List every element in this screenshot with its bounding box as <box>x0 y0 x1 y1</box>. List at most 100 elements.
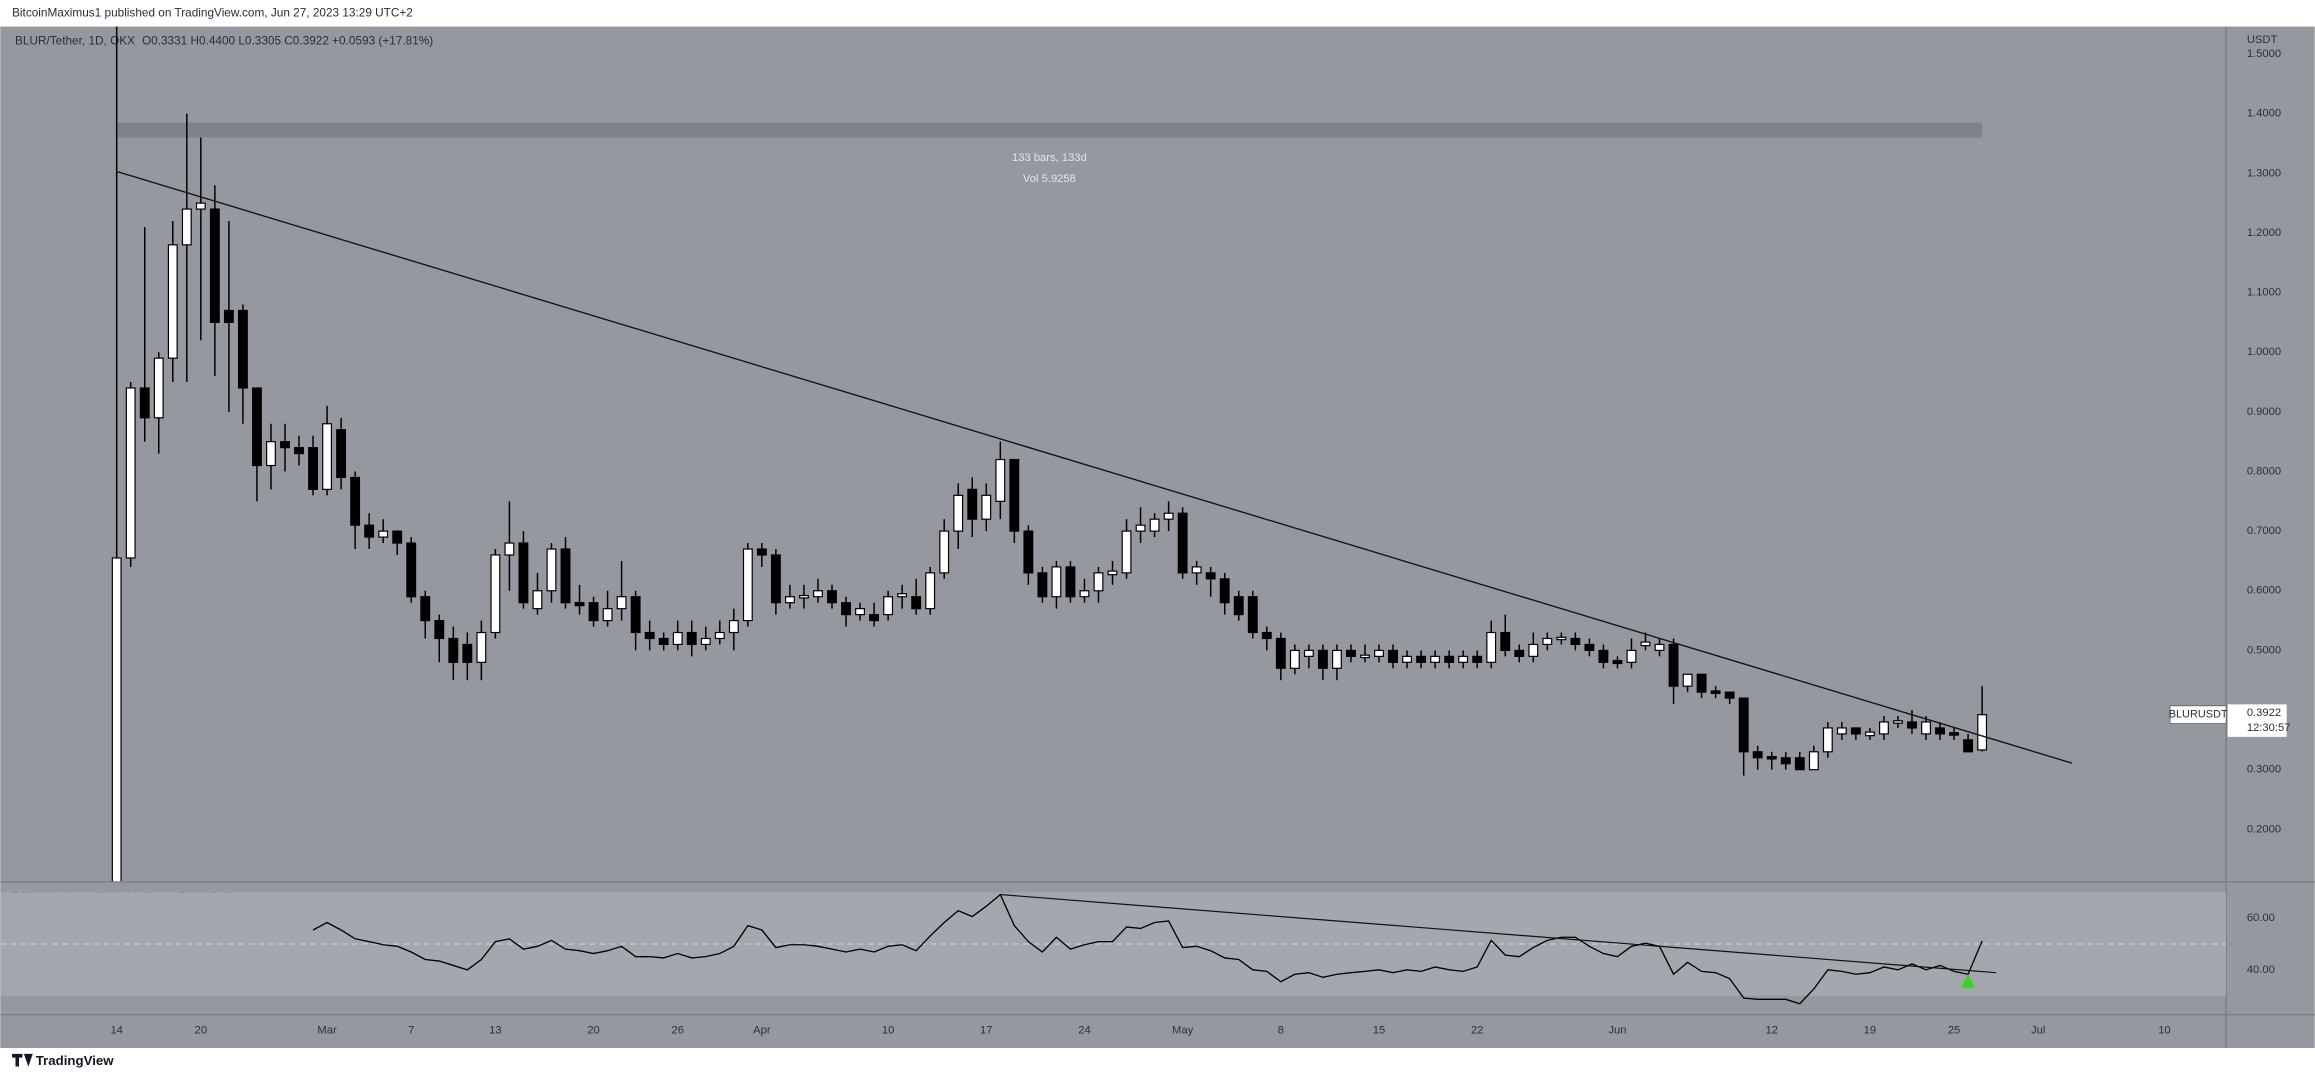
candle-body <box>1346 649 1356 657</box>
candle-body <box>602 608 613 622</box>
candle-body <box>308 447 318 490</box>
candle-body <box>1247 596 1258 634</box>
x-tick-label: Jul <box>2031 1024 2045 1036</box>
candle-body <box>1360 654 1370 659</box>
symbol-label: BLURUSDT <box>2169 709 2228 721</box>
candle-body <box>1556 636 1567 641</box>
candle-body <box>1149 518 1160 532</box>
candle-body <box>420 596 431 622</box>
measure-label: Vol 5.9258 <box>1023 173 1076 185</box>
candle-body <box>252 387 262 467</box>
y-tick-label: 0.3000 <box>2247 764 2281 776</box>
rsi-trendline <box>1000 893 1997 974</box>
x-tick-label: 24 <box>1078 1024 1090 1036</box>
candle-body <box>630 596 641 634</box>
candle-body <box>1878 721 1889 735</box>
candle-body <box>1444 655 1455 663</box>
candle-body <box>223 309 234 323</box>
candle-body <box>939 530 950 574</box>
candle-body <box>1430 655 1441 663</box>
candle-body <box>1977 714 1988 751</box>
candle-body <box>518 542 529 604</box>
x-tick-label: Mar <box>317 1024 337 1036</box>
candle-body <box>560 548 571 604</box>
y-tick-label: 40.00 <box>2247 964 2275 976</box>
candle-body <box>925 572 936 610</box>
candle-body <box>1472 655 1483 663</box>
candle-body <box>1275 637 1286 669</box>
candle-body <box>476 631 487 663</box>
y-tick-label: 1.0000 <box>2247 346 2281 358</box>
candle-body <box>897 593 908 598</box>
price-unit: USDT <box>2247 34 2278 46</box>
candle-body <box>1374 649 1384 657</box>
candle-body <box>294 447 304 455</box>
candle-body <box>658 637 669 646</box>
candle-body <box>195 202 206 210</box>
candle-body <box>1486 631 1497 663</box>
y-tick-label: 0.9000 <box>2247 406 2281 418</box>
candle-body <box>378 530 389 538</box>
publisher-line: BitcoinMaximus1 published on TradingView… <box>12 5 413 19</box>
candle-body <box>742 548 753 622</box>
candle-body <box>1402 655 1412 663</box>
candle-body <box>1949 732 1960 736</box>
candle-body <box>350 476 361 526</box>
candle-body <box>841 602 851 616</box>
candle-body <box>1864 731 1875 737</box>
candle-body <box>1836 727 1847 735</box>
symbol-title: BLUR/Tether, 1D, OKX <box>15 33 135 47</box>
y-tick-label: 0.6000 <box>2247 585 2281 597</box>
candle-body <box>1458 655 1469 663</box>
candle-body <box>1219 578 1230 604</box>
candle-body <box>953 494 964 532</box>
x-tick-label: 20 <box>195 1024 207 1036</box>
candle-body <box>714 631 725 640</box>
candle-body <box>392 530 403 544</box>
y-tick-label: 1.2000 <box>2247 227 2281 239</box>
candle-body <box>995 458 1006 502</box>
candle-body <box>1907 721 1917 729</box>
candle-body <box>1752 751 1763 759</box>
candle-body <box>1710 690 1721 694</box>
candle-body <box>1640 641 1651 647</box>
candle-body <box>1009 458 1020 532</box>
trendline <box>116 170 2073 764</box>
candle-body <box>1093 572 1104 592</box>
candle-body <box>1626 649 1637 663</box>
candle-body <box>546 548 557 592</box>
candle-body <box>125 387 136 559</box>
candle-body <box>827 590 837 604</box>
candle-body <box>336 429 347 479</box>
x-tick-label: Apr <box>753 1024 771 1036</box>
last-price: 0.3922 <box>2247 707 2281 719</box>
candle-body <box>1893 720 1903 724</box>
candle-body <box>911 596 922 610</box>
candle-body <box>139 387 150 419</box>
candle-body <box>1598 649 1609 663</box>
x-tick-label: 10 <box>2158 1024 2170 1036</box>
x-tick-label: 13 <box>489 1024 501 1036</box>
x-tick-label: Jun <box>1608 1024 1626 1036</box>
x-tick-label: May <box>1172 1024 1194 1036</box>
measure-label: 133 bars, 133d <box>1012 152 1087 164</box>
candle-body <box>981 494 992 520</box>
candle-body <box>770 554 781 604</box>
x-tick-label: 25 <box>1948 1024 1960 1036</box>
candle-body <box>616 596 627 610</box>
candle-body <box>1963 739 1974 753</box>
x-tick-label: 22 <box>1471 1024 1483 1036</box>
candle-body <box>784 596 795 604</box>
x-tick-label: 17 <box>980 1024 992 1036</box>
candle-body <box>406 542 417 598</box>
candle-body <box>756 548 767 556</box>
candle-body <box>1528 643 1539 657</box>
brand-logo <box>12 1053 33 1067</box>
candle-body <box>1023 530 1034 574</box>
candle-body <box>1514 649 1525 657</box>
candle-body <box>686 631 697 646</box>
candle-body <box>574 602 585 607</box>
candle-body <box>883 596 894 616</box>
